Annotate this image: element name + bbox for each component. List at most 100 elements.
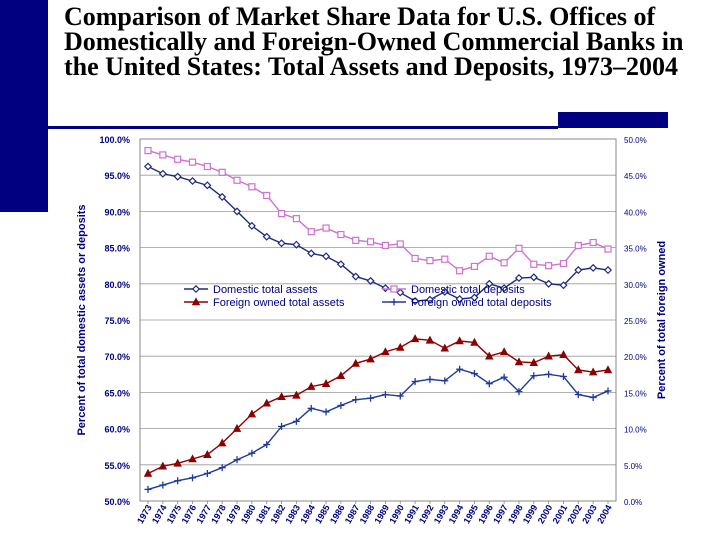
right-tick-label: 50.0% <box>624 136 647 145</box>
data-point <box>263 441 271 449</box>
data-point <box>455 294 464 304</box>
data-point <box>499 347 509 356</box>
left-tick-label: 100.0% <box>99 135 130 145</box>
series-domestic-total-assets <box>143 162 613 306</box>
data-point <box>277 239 286 248</box>
data-point <box>544 351 553 360</box>
data-point <box>544 279 553 288</box>
data-point <box>574 391 582 399</box>
data-point <box>588 367 598 376</box>
data-point <box>277 209 286 218</box>
data-point <box>396 392 404 400</box>
data-point <box>218 464 226 472</box>
data-point <box>203 162 211 171</box>
left-tick-label: 95.0% <box>104 171 130 181</box>
data-point <box>530 372 538 380</box>
right-tick-label: 25.0% <box>624 317 647 326</box>
data-point <box>232 423 242 432</box>
data-point <box>441 255 449 263</box>
data-point <box>559 281 568 290</box>
data-point <box>500 284 509 293</box>
x-axis-ticks: 1973197419751976197719781979198019811982… <box>135 501 614 525</box>
data-point <box>307 249 316 258</box>
data-point <box>589 393 597 401</box>
data-point <box>247 409 257 418</box>
data-point <box>158 169 167 178</box>
data-point <box>203 181 212 190</box>
data-point <box>381 241 390 250</box>
data-point <box>337 401 345 409</box>
data-point <box>470 370 478 378</box>
right-tick-label: 30.0% <box>624 281 647 290</box>
data-point <box>144 485 152 493</box>
series-line <box>147 368 609 491</box>
data-point <box>262 398 271 407</box>
series-line <box>147 149 609 272</box>
data-point <box>381 347 390 356</box>
data-point <box>515 388 523 396</box>
data-point <box>366 276 375 285</box>
decorative-bar-right <box>558 112 668 128</box>
left-tick-label: 55.0% <box>104 461 130 471</box>
data-point <box>248 183 256 191</box>
data-point <box>426 375 434 383</box>
data-point <box>381 391 389 399</box>
data-point <box>396 288 405 297</box>
gridlines <box>140 138 616 502</box>
data-point <box>603 265 613 275</box>
data-point <box>191 284 201 294</box>
data-point <box>173 458 182 467</box>
data-point <box>470 337 479 346</box>
left-tick-label: 60.0% <box>104 425 130 435</box>
legend-item: Foreign owned total assets <box>184 297 345 309</box>
data-point <box>456 267 464 275</box>
left-axis-label: Percent of total domestic assets or depo… <box>76 204 88 435</box>
left-tick-label: 65.0% <box>104 388 130 398</box>
plot-area-frame <box>139 138 617 502</box>
data-point <box>159 151 167 159</box>
data-point <box>188 176 197 186</box>
data-point <box>603 365 613 374</box>
legend-label: Foreign owned total assets <box>213 297 345 309</box>
data-point <box>574 365 583 374</box>
legend-item: Domestic total assets <box>184 284 318 296</box>
data-point <box>336 260 345 269</box>
data-point <box>411 297 420 306</box>
data-point <box>559 350 568 359</box>
data-point <box>396 240 404 248</box>
data-point <box>366 354 375 363</box>
data-point <box>336 371 346 380</box>
data-point <box>352 396 360 404</box>
right-axis-ticks: 50.0% 45.0% 40.0% 35.0% 30.0% 25.0% 20.0% 15.0%… <box>624 136 647 507</box>
data-point <box>351 272 360 281</box>
data-point <box>485 252 493 260</box>
series-foreign-owned-total-deposits <box>144 365 612 493</box>
right-tick-label: 45.0% <box>624 172 647 181</box>
legend-item: Foreign owned total deposits <box>382 297 552 309</box>
data-point <box>174 477 182 485</box>
title-underline <box>48 126 558 129</box>
left-tick-label: 50.0% <box>104 497 130 507</box>
legend-item: Domestic total deposits <box>382 284 525 296</box>
data-point <box>440 343 450 352</box>
data-point <box>485 380 493 388</box>
data-point <box>144 146 152 155</box>
data-point <box>589 238 597 247</box>
right-tick-label: 0.0% <box>624 498 642 507</box>
data-point <box>441 377 449 385</box>
data-point <box>410 334 420 343</box>
data-point <box>321 379 331 388</box>
left-axis-ticks: 100.0% 95.0% 90.0% 85.0% 80.0% 75.0% 70.0% 65.0… <box>99 135 130 507</box>
x-tick-label: 2004 <box>595 503 614 525</box>
data-point <box>440 287 449 296</box>
data-point <box>203 469 211 477</box>
data-point <box>158 461 168 470</box>
data-point <box>574 265 583 275</box>
data-point <box>217 438 227 447</box>
legend: Domestic total assets Domestic total depo… <box>184 284 552 309</box>
legend-label: Domestic total assets <box>213 284 318 296</box>
data-point <box>188 454 197 463</box>
data-point <box>159 481 167 489</box>
data-point <box>218 168 226 176</box>
